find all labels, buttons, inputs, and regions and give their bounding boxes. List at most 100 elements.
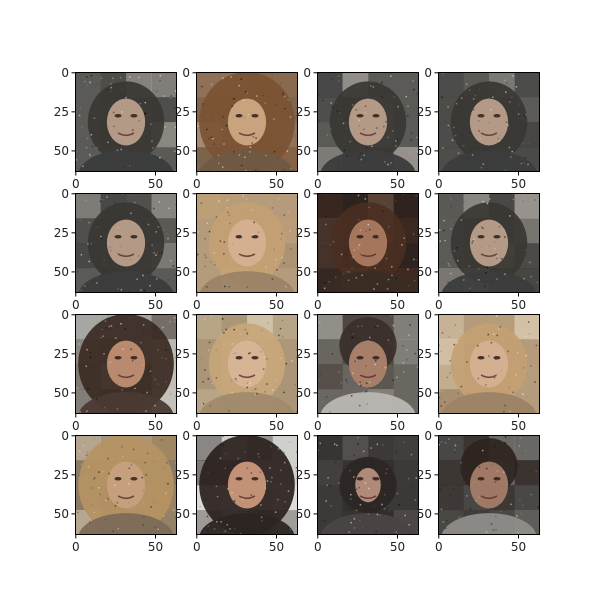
noise-pixel bbox=[357, 218, 360, 221]
noise-pixel bbox=[480, 246, 483, 248]
noise-pixel bbox=[499, 325, 502, 328]
noise-pixel bbox=[107, 314, 109, 317]
noise-pixel bbox=[441, 332, 444, 334]
noise-pixel bbox=[346, 381, 349, 384]
noise-pixel bbox=[90, 133, 93, 136]
noise-pixel bbox=[528, 106, 530, 108]
face-shape bbox=[469, 461, 509, 509]
noise-pixel bbox=[151, 140, 153, 143]
panel-1-2: 0 25 50 0 50 bbox=[296, 187, 419, 312]
noise-pixel bbox=[530, 275, 532, 278]
noise-pixel bbox=[116, 408, 119, 410]
y-tick-label: 50 bbox=[296, 386, 311, 400]
noise-pixel bbox=[90, 487, 93, 489]
noise-pixel bbox=[235, 379, 238, 382]
noise-pixel bbox=[324, 282, 326, 284]
noise-pixel bbox=[78, 474, 81, 476]
noise-pixel bbox=[99, 133, 102, 136]
noise-pixel bbox=[136, 87, 138, 90]
noise-pixel bbox=[233, 527, 236, 530]
noise-pixel bbox=[353, 249, 355, 251]
noise-pixel bbox=[295, 466, 298, 469]
noise-pixel bbox=[510, 503, 512, 506]
mouth-shape bbox=[359, 132, 377, 137]
noise-pixel bbox=[466, 495, 468, 497]
noise-pixel bbox=[507, 350, 509, 353]
noise-pixel bbox=[385, 257, 388, 260]
noise-pixel bbox=[202, 402, 205, 405]
eye-shape bbox=[114, 114, 122, 118]
noise-pixel bbox=[174, 120, 176, 122]
noise-pixel bbox=[365, 382, 368, 385]
noise-pixel bbox=[119, 245, 121, 248]
noise-pixel bbox=[377, 235, 380, 238]
noise-pixel bbox=[87, 242, 89, 245]
noise-pixel bbox=[446, 376, 449, 379]
noise-pixel bbox=[438, 229, 441, 231]
noise-pixel bbox=[385, 202, 387, 205]
noise-pixel bbox=[82, 165, 84, 168]
noise-pixel bbox=[448, 214, 450, 216]
y-tick-label: 0 bbox=[303, 308, 311, 322]
noise-pixel bbox=[525, 154, 528, 157]
noise-pixel bbox=[131, 359, 134, 362]
eye-shape bbox=[130, 114, 138, 118]
x-tick-label: 50 bbox=[390, 298, 405, 312]
noise-pixel bbox=[257, 247, 260, 250]
noise-pixel bbox=[110, 90, 112, 92]
noise-pixel bbox=[282, 91, 284, 94]
noise-pixel bbox=[317, 449, 319, 452]
noise-pixel bbox=[96, 282, 98, 284]
noise-pixel bbox=[346, 155, 348, 157]
noise-pixel bbox=[224, 530, 227, 532]
noise-pixel bbox=[481, 449, 484, 452]
eye-shape bbox=[356, 114, 364, 118]
x-tick-label: 50 bbox=[269, 540, 284, 554]
noise-pixel bbox=[167, 482, 169, 485]
noise-pixel bbox=[232, 243, 234, 245]
noise-pixel bbox=[524, 249, 527, 251]
mosaic-tile bbox=[317, 339, 343, 365]
noise-pixel bbox=[241, 498, 244, 501]
noise-pixel bbox=[89, 81, 91, 84]
noise-pixel bbox=[210, 261, 212, 263]
noise-pixel bbox=[525, 223, 528, 225]
mouth-shape bbox=[117, 132, 135, 137]
noise-pixel bbox=[351, 257, 354, 259]
x-tick-label: 50 bbox=[148, 298, 163, 312]
noise-pixel bbox=[215, 485, 218, 488]
noise-pixel bbox=[102, 335, 104, 337]
noise-pixel bbox=[99, 90, 101, 93]
noise-pixel bbox=[372, 86, 375, 88]
noise-pixel bbox=[375, 530, 377, 533]
noise-pixel bbox=[398, 504, 400, 506]
x-tick-label: 50 bbox=[269, 298, 284, 312]
noise-pixel bbox=[159, 79, 161, 82]
x-tick-label: 50 bbox=[390, 419, 405, 433]
noise-pixel bbox=[270, 481, 272, 483]
noise-pixel bbox=[104, 518, 107, 521]
noise-pixel bbox=[119, 76, 122, 79]
noise-pixel bbox=[81, 126, 83, 128]
noise-pixel bbox=[385, 121, 387, 123]
noise-pixel bbox=[485, 531, 488, 533]
noise-pixel bbox=[271, 278, 274, 281]
noise-pixel bbox=[244, 156, 246, 159]
noise-pixel bbox=[199, 202, 202, 205]
mosaic-tile bbox=[317, 314, 343, 340]
noise-pixel bbox=[442, 390, 444, 393]
x-tick-label: 0 bbox=[72, 540, 80, 554]
noise-pixel bbox=[376, 283, 379, 285]
noise-pixel bbox=[494, 358, 497, 360]
noise-pixel bbox=[525, 449, 527, 452]
noise-pixel bbox=[355, 277, 358, 279]
noise-pixel bbox=[225, 124, 228, 127]
noise-pixel bbox=[143, 289, 146, 292]
noise-pixel bbox=[112, 111, 115, 114]
noise-pixel bbox=[374, 267, 376, 269]
noise-pixel bbox=[450, 272, 452, 275]
noise-pixel bbox=[444, 527, 447, 530]
noise-pixel bbox=[243, 116, 246, 119]
noise-pixel bbox=[162, 326, 164, 329]
noise-pixel bbox=[343, 149, 346, 152]
